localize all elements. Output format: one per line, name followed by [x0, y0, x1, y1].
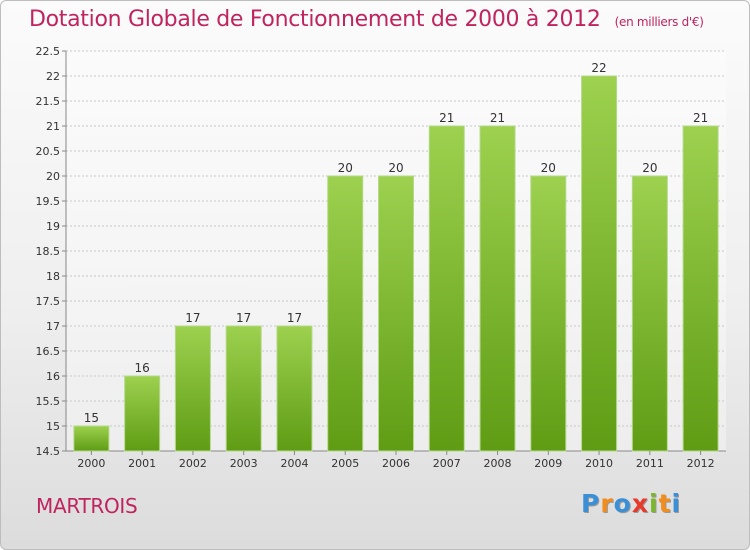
proxiti-logo[interactable]: Proxiti	[581, 489, 681, 518]
x-tick-label: 2006	[382, 457, 410, 470]
logo-letter: i	[671, 489, 682, 518]
y-tick-label: 21	[46, 120, 60, 133]
x-tick-label: 2010	[585, 457, 613, 470]
bar-value-label: 20	[541, 161, 556, 175]
chart-title-text: Dotation Globale de Fonctionnement de 20…	[29, 7, 601, 32]
bar-value-label: 16	[135, 361, 150, 375]
y-tick-label: 19	[46, 220, 60, 233]
x-tick-label: 2007	[433, 457, 461, 470]
x-tick-label: 2008	[484, 457, 512, 470]
logo-letter: o	[613, 489, 632, 518]
logo-letter: i	[649, 489, 659, 518]
x-tick-label: 2002	[179, 457, 207, 470]
bar-value-label: 20	[642, 161, 657, 175]
bar-2005	[327, 175, 364, 452]
bar-2001	[124, 375, 161, 452]
logo-letter: r	[600, 489, 614, 518]
y-tick-label: 16	[46, 370, 60, 383]
y-tick-label: 20	[46, 170, 60, 183]
logo-letter: P	[581, 489, 601, 518]
bar-value-label: 15	[84, 411, 99, 425]
x-tick-label: 2003	[230, 457, 258, 470]
town-name: MARTROIS	[36, 494, 138, 518]
bar-2006	[378, 175, 414, 452]
bar-2000	[73, 425, 110, 452]
bar-value-label: 20	[338, 161, 353, 175]
bar-2002	[174, 325, 211, 452]
bar-value-label: 20	[388, 161, 403, 175]
bar-2010	[581, 75, 618, 452]
bar-value-label: 17	[236, 311, 251, 325]
y-tick-label: 15	[46, 420, 60, 433]
x-tick-label: 2012	[687, 457, 715, 470]
logo-letter: x	[631, 489, 649, 518]
bar-value-label: 21	[439, 111, 454, 125]
bar-value-label: 22	[591, 61, 606, 75]
y-tick-label: 15.5	[36, 395, 61, 408]
bar-2009	[530, 175, 567, 452]
x-tick-label: 2009	[534, 457, 562, 470]
y-tick-label: 20.5	[36, 145, 61, 158]
logo-letter: t	[658, 489, 672, 518]
bar-value-label: 17	[185, 311, 200, 325]
y-tick-label: 21.5	[36, 95, 61, 108]
bar-2003	[225, 325, 262, 452]
y-tick-label: 17.5	[36, 295, 61, 308]
bar-2004	[276, 325, 313, 452]
bar-value-label: 21	[693, 111, 708, 125]
bar-2012	[682, 125, 719, 452]
bar-value-label: 21	[490, 111, 505, 125]
x-tick-label: 2001	[128, 457, 156, 470]
x-tick-label: 2011	[636, 457, 664, 470]
y-tick-label: 16.5	[36, 345, 61, 358]
bar-2008	[479, 125, 516, 452]
bar-2011	[631, 175, 668, 452]
bar-value-label: 17	[287, 311, 302, 325]
y-tick-label: 18	[46, 270, 60, 283]
y-tick-label: 22.5	[36, 45, 61, 58]
y-tick-label: 22	[46, 70, 60, 83]
y-tick-label: 18.5	[36, 245, 61, 258]
y-tick-label: 17	[46, 320, 60, 333]
x-tick-label: 2005	[331, 457, 359, 470]
x-tick-label: 2000	[77, 457, 105, 470]
x-tick-label: 2004	[280, 457, 308, 470]
y-tick-label: 14.5	[36, 445, 61, 458]
bar-2007	[428, 125, 465, 452]
chart-unit: (en milliers d'€)	[614, 15, 704, 29]
y-tick-label: 19.5	[36, 195, 61, 208]
chart-title: Dotation Globale de Fonctionnement de 20…	[29, 7, 704, 32]
